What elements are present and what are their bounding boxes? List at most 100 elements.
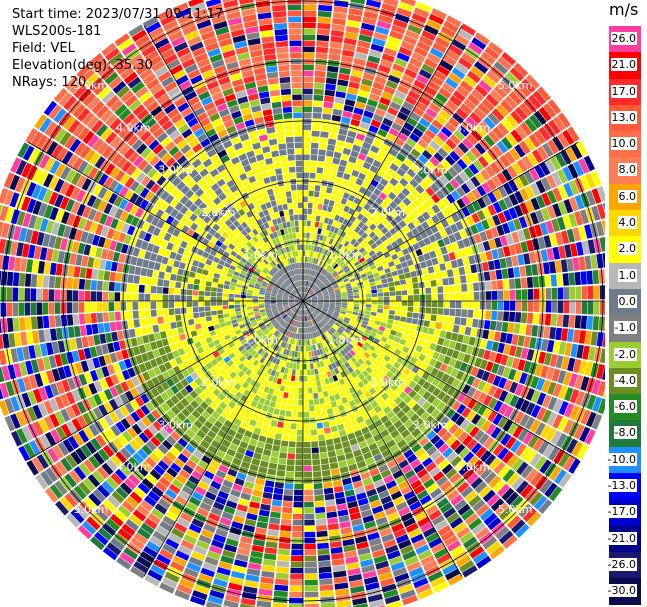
velocity-gate <box>437 427 448 438</box>
velocity-gate <box>309 263 313 270</box>
velocity-gate <box>294 489 303 496</box>
velocity-gate <box>568 373 578 388</box>
velocity-gate <box>380 415 390 424</box>
velocity-gate <box>508 278 516 289</box>
velocity-gate <box>451 242 460 251</box>
velocity-gate <box>305 301 312 304</box>
velocity-gate <box>386 338 393 346</box>
velocity-gate <box>323 292 329 296</box>
velocity-gate <box>551 218 560 232</box>
velocity-gate <box>132 310 139 319</box>
velocity-gate <box>37 260 45 274</box>
velocity-gate <box>537 86 551 102</box>
velocity-gate <box>306 232 310 239</box>
velocity-gate <box>540 365 549 379</box>
velocity-gate <box>462 237 471 248</box>
velocity-gate <box>540 249 549 262</box>
velocity-gate <box>323 306 329 309</box>
velocity-gate <box>428 124 440 135</box>
velocity-gate <box>518 216 528 229</box>
velocity-gate <box>301 310 303 316</box>
velocity-gate <box>360 355 368 362</box>
velocity-gate <box>363 451 373 460</box>
velocity-gate <box>300 303 303 310</box>
velocity-gate <box>326 250 331 257</box>
velocity-gate <box>394 387 403 396</box>
velocity-gate <box>472 318 479 328</box>
velocity-gate <box>340 309 347 313</box>
velocity-gate <box>445 215 455 226</box>
velocity-gate <box>430 487 442 499</box>
velocity-gate <box>428 537 443 549</box>
velocity-gate <box>248 392 256 400</box>
velocity-gate <box>363 317 370 322</box>
velocity-gate <box>297 333 300 340</box>
velocity-gate <box>355 178 364 186</box>
velocity-gate <box>336 373 343 380</box>
velocity-gate <box>335 418 343 425</box>
velocity-gate <box>409 501 422 512</box>
velocity-gate <box>437 131 449 142</box>
velocity-gate <box>260 350 266 357</box>
velocity-gate <box>211 310 218 316</box>
velocity-gate <box>462 138 474 150</box>
velocity-gate <box>200 567 215 578</box>
velocity-gate <box>542 394 552 408</box>
velocity-gate <box>96 280 103 291</box>
velocity-gate <box>364 329 372 335</box>
velocity-gate <box>347 295 354 299</box>
velocity-gate <box>426 445 438 457</box>
velocity-gate <box>200 529 214 539</box>
velocity-gate <box>303 226 307 233</box>
velocity-gate <box>155 525 170 537</box>
velocity-gate <box>66 314 74 326</box>
velocity-gate <box>303 387 308 394</box>
velocity-gate <box>293 320 297 327</box>
velocity-gate <box>342 275 348 281</box>
velocity-gate <box>223 419 233 428</box>
velocity-gate <box>426 483 439 494</box>
velocity-gate <box>223 453 234 463</box>
velocity-gate <box>316 280 321 286</box>
velocity-gate <box>336 318 343 323</box>
velocity-gate <box>186 307 193 314</box>
velocity-gate <box>363 341 371 348</box>
velocity-gate <box>410 458 421 469</box>
velocity-gate <box>309 282 313 288</box>
velocity-gate <box>165 329 173 338</box>
velocity-gate <box>209 589 225 599</box>
velocity-gate <box>289 319 294 325</box>
velocity-gate <box>319 253 324 260</box>
velocity-gate <box>283 392 289 399</box>
velocity-gate <box>509 345 517 357</box>
velocity-gate <box>312 209 317 215</box>
velocity-gate <box>465 179 476 191</box>
velocity-gate <box>334 291 341 294</box>
velocity-gate <box>538 126 551 141</box>
velocity-gate <box>350 356 357 364</box>
velocity-gate <box>346 161 355 170</box>
velocity-gate <box>132 302 139 310</box>
velocity-gate <box>435 114 447 126</box>
velocity-gate <box>404 68 418 79</box>
velocity-gate <box>300 309 302 316</box>
velocity-gate <box>292 513 303 520</box>
velocity-gate <box>398 256 406 263</box>
velocity-gate <box>353 57 366 66</box>
velocity-gate <box>303 130 311 137</box>
velocity-gate <box>446 512 460 524</box>
velocity-gate <box>482 536 498 550</box>
velocity-gate <box>328 218 334 226</box>
velocity-gate <box>319 397 325 405</box>
velocity-gate <box>316 265 321 272</box>
velocity-gate <box>111 331 119 342</box>
velocity-gate <box>330 35 344 43</box>
velocity-gate <box>458 57 473 70</box>
velocity-gate <box>448 117 461 129</box>
velocity-gate <box>532 149 544 164</box>
velocity-gate <box>294 314 298 321</box>
velocity-gate <box>260 576 274 584</box>
velocity-gate <box>350 118 361 127</box>
velocity-gate <box>162 294 169 301</box>
velocity-gate <box>84 279 91 290</box>
